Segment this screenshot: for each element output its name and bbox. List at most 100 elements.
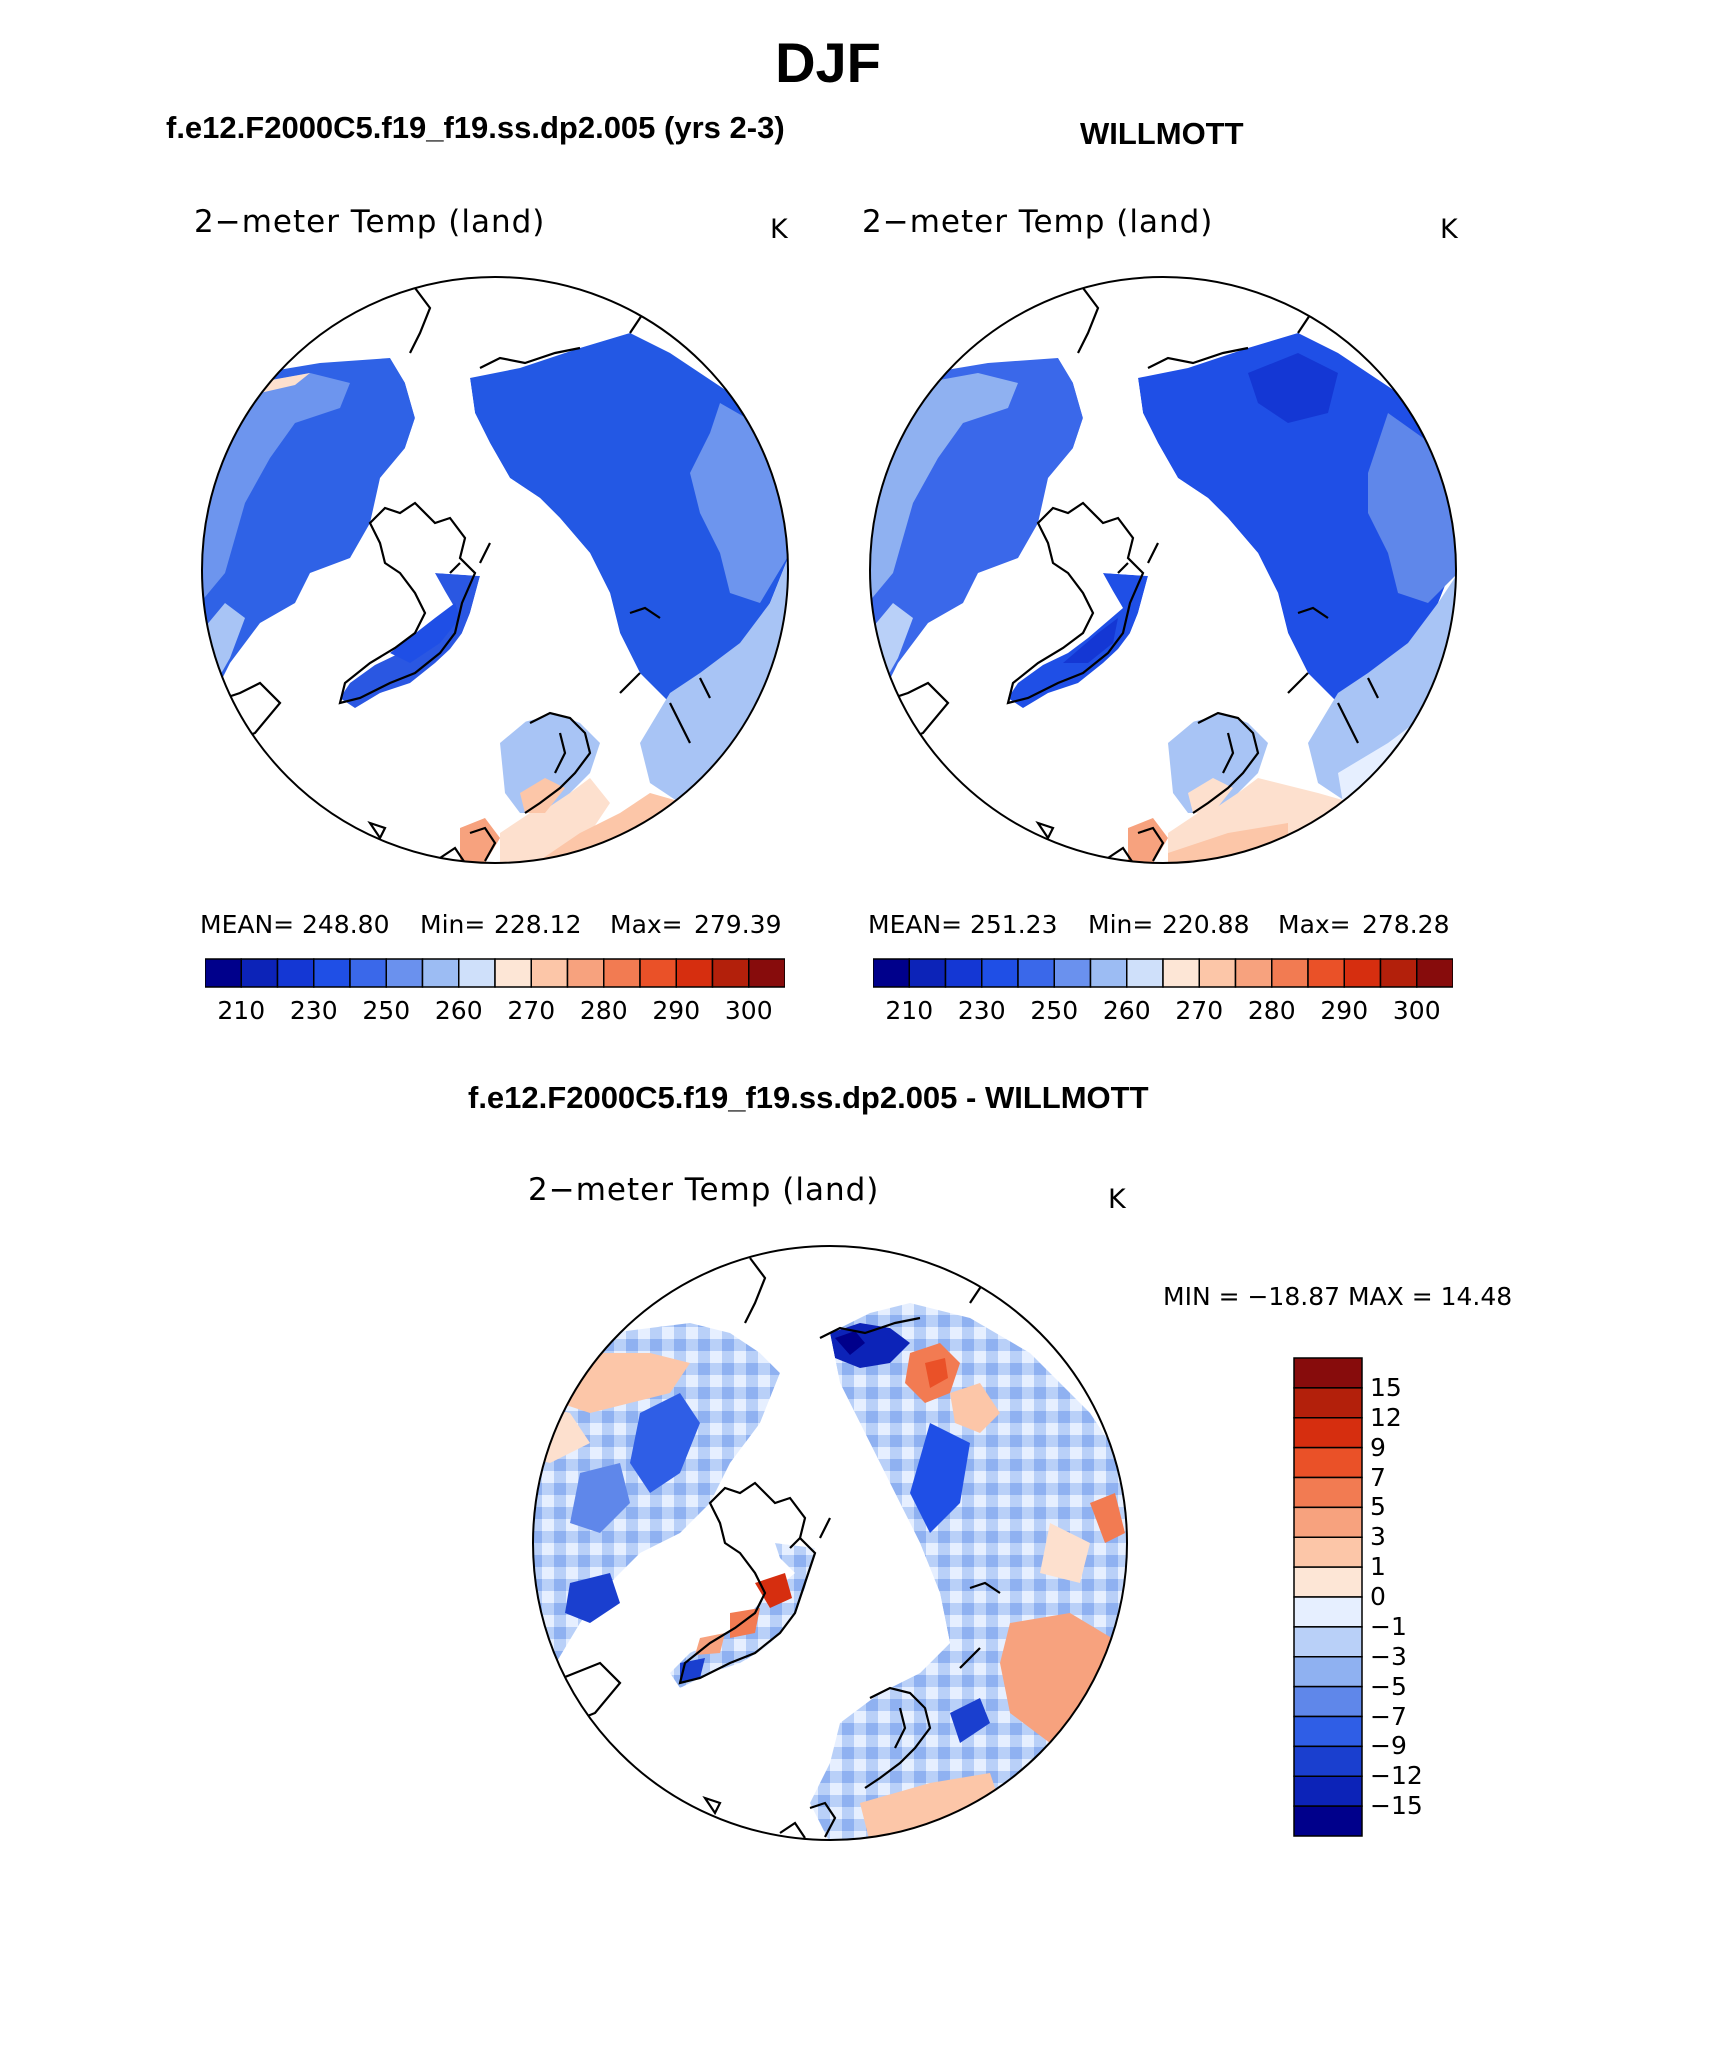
- diff-colorbar-bin: [1293, 1685, 1363, 1718]
- obs-max-value: 278.28: [1362, 910, 1450, 939]
- obs-colorbar-bin: [1162, 958, 1200, 988]
- model-colorbar-bin: [639, 958, 677, 988]
- model-units-label: K: [770, 214, 788, 245]
- diff-polar-map: [532, 1245, 1128, 1841]
- model-colorbar-bin: [313, 958, 351, 988]
- obs-polar-map: [869, 276, 1457, 864]
- obs-min-label: Min=: [1088, 910, 1154, 939]
- obs-colorbar-bin: [1343, 958, 1382, 988]
- diff-colorbar-bin: [1293, 1417, 1363, 1449]
- model-mean-label: MEAN=: [200, 910, 295, 939]
- diff-colorbar-bin: [1293, 1775, 1363, 1807]
- model-colorbar-tick-label: 290: [652, 996, 701, 1025]
- obs-colorbar-bin: [1307, 958, 1345, 988]
- diff-colorbar-bin: [1293, 1805, 1363, 1837]
- model-max-label: Max=: [610, 910, 683, 939]
- diff-colorbar-tick-label: −5: [1370, 1671, 1407, 1701]
- model-colorbar-tick-label: 280: [579, 996, 628, 1025]
- model-colorbar-bin: [530, 958, 569, 988]
- model-max-value: 279.39: [694, 910, 782, 939]
- model-colorbar-bin: [711, 958, 750, 988]
- model-eurasia-field: [470, 333, 788, 703]
- diff-colorbar-bin: [1293, 1566, 1363, 1598]
- model-colorbar-bin: [566, 958, 605, 988]
- diff-colorbar-tick-label: −9: [1370, 1731, 1407, 1761]
- model-mean-value: 248.80: [302, 910, 390, 939]
- diff-colorbar-bin: [1293, 1357, 1363, 1389]
- obs-colorbar-bin: [944, 958, 983, 988]
- model-min-value: 228.12: [494, 910, 582, 939]
- obs-colorbar-tick-label: 230: [957, 996, 1006, 1025]
- obs-colorbar-bin: [981, 958, 1019, 988]
- obs-greenland-field: [1008, 573, 1148, 708]
- diff-colorbar-bin: [1293, 1596, 1363, 1628]
- model-colorbar-bin: [675, 958, 714, 988]
- diff-colorbar-tick-label: 15: [1370, 1372, 1402, 1402]
- model-colorbar-tick-label: 270: [507, 996, 556, 1025]
- obs-colorbar-bin: [1089, 958, 1128, 988]
- diff-colorbar-tick-label: 12: [1370, 1402, 1402, 1432]
- diff-colorbar-tick-label: −3: [1370, 1641, 1407, 1671]
- obs-colorbar-tick-label: 250: [1030, 996, 1079, 1025]
- model-colorbar-bin: [458, 958, 496, 988]
- obs-colorbar-tick-label: 210: [885, 996, 934, 1025]
- diff-colorbar-bin: [1293, 1476, 1363, 1509]
- model-colorbar-bin: [748, 958, 785, 988]
- diff-colorbar-tick-label: −15: [1370, 1791, 1423, 1821]
- obs-colorbar-tick-label: 260: [1102, 996, 1151, 1025]
- diff-colorbar-bin: [1293, 1536, 1363, 1568]
- model-case-title: f.e12.F2000C5.f19_f19.ss.dp2.005 (yrs 2-…: [166, 110, 785, 145]
- obs-eurasia-field: [1138, 333, 1456, 703]
- obs-colorbar-ticks: 210 230 250 260 270 280 290 300: [873, 992, 1453, 1026]
- obs-max-label: Max=: [1278, 910, 1351, 939]
- page-title: DJF: [775, 31, 881, 94]
- obs-units-label: K: [1440, 214, 1458, 245]
- obs-colorbar-bin: [1126, 958, 1164, 988]
- diff-colorbar-bin: [1293, 1506, 1363, 1538]
- diff-colorbar-tick-label: −7: [1370, 1701, 1407, 1731]
- obs-colorbar-tick-label: 270: [1175, 996, 1224, 1025]
- model-colorbar-bin: [494, 958, 532, 988]
- diff-colorbar-bin: [1293, 1626, 1363, 1658]
- diff-colorbar-tick-label: 1: [1370, 1552, 1386, 1582]
- model-colorbar-bin: [603, 958, 641, 988]
- obs-colorbar-tick-label: 280: [1247, 996, 1296, 1025]
- diff-colorbar-tick-label: 5: [1370, 1492, 1386, 1522]
- model-colorbar-tick-label: 210: [217, 996, 266, 1025]
- obs-colorbar-bin: [1053, 958, 1092, 988]
- diff-colorbar-ticks: 15 12 9 7 5 3 1 0 −1 −3 −5 −7 −9 −12 −15: [1370, 1357, 1490, 1837]
- diff-colorbar-bin: [1293, 1656, 1363, 1688]
- obs-mean-label: MEAN=: [868, 910, 963, 939]
- obs-colorbar-bin: [1234, 958, 1273, 988]
- obs-colorbar-bin: [1379, 958, 1418, 988]
- model-colorbar-bin: [349, 958, 387, 988]
- diff-units-label: K: [1108, 1184, 1126, 1215]
- obs-colorbar-tick-label: 290: [1320, 996, 1369, 1025]
- diff-variable-label: 2−meter Temp (land): [528, 1172, 880, 1208]
- diff-colorbar-tick-label: 0: [1370, 1582, 1386, 1611]
- diff-minmax-label: MIN = −18.87 MAX = 14.48: [1163, 1282, 1513, 1311]
- model-colorbar-ticks: 210 230 250 260 270 280 290 300: [205, 992, 785, 1026]
- model-colorbar-bin: [421, 958, 460, 988]
- obs-case-title: WILLMOTT: [1080, 116, 1244, 151]
- obs-colorbar-bin: [1416, 958, 1453, 988]
- diff-colorbar-bin: [1293, 1446, 1363, 1479]
- model-colorbar-bin: [385, 958, 424, 988]
- model-colorbar-tick-label: 300: [724, 996, 773, 1025]
- model-colorbar-tick-label: 250: [362, 996, 411, 1025]
- diff-colorbar-bin: [1293, 1715, 1363, 1748]
- model-colorbar: [205, 958, 785, 988]
- model-colorbar-bin: [205, 958, 242, 988]
- diff-case-title: f.e12.F2000C5.f19_f19.ss.dp2.005 - WILLM…: [468, 1080, 1149, 1115]
- obs-colorbar-bin: [908, 958, 947, 988]
- model-colorbar-bin: [276, 958, 315, 988]
- obs-colorbar: [873, 958, 1453, 988]
- diff-colorbar-tick-label: −1: [1370, 1611, 1407, 1641]
- model-greenland-field: [340, 573, 480, 708]
- obs-colorbar-bin: [873, 958, 910, 988]
- diff-colorbar-bin: [1293, 1745, 1363, 1777]
- diff-colorbar: [1293, 1357, 1363, 1837]
- diff-colorbar-tick-label: 7: [1370, 1462, 1386, 1492]
- model-min-label: Min=: [420, 910, 486, 939]
